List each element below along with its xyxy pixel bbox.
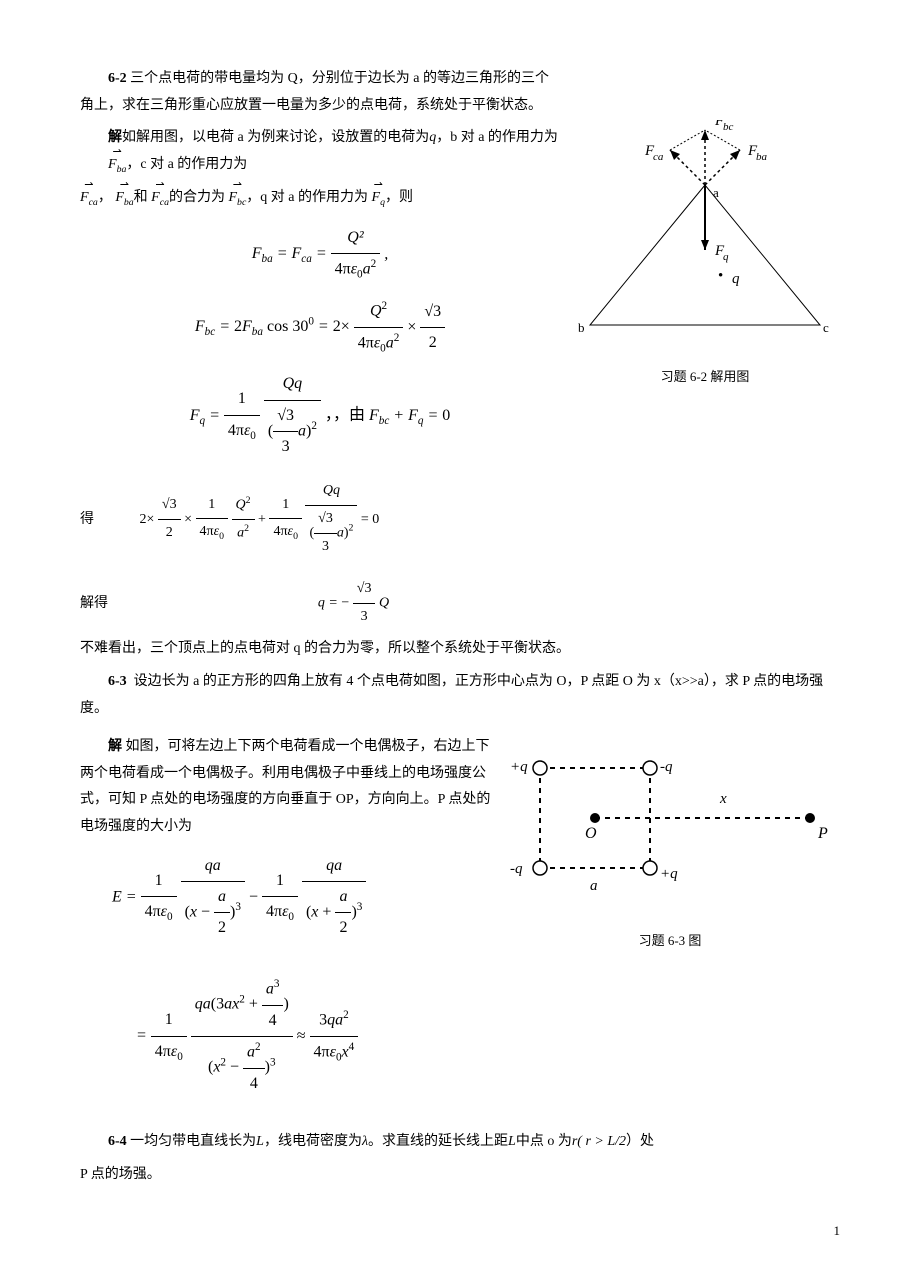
p64-statement: 6-4 一均匀带电直线长为L，线电荷密度为λ。求直线的延长线上距L中点 o 为r…	[80, 1129, 840, 1156]
svg-text:a: a	[590, 878, 598, 894]
svg-text:a: a	[713, 185, 719, 200]
problem-6-2: 6-2 三个点电荷的带电量均为 Q，分别位于边长为 a 的等边三角形的三个角上，…	[80, 60, 840, 472]
p62-statement: 6-2 三个点电荷的带电量均为 Q，分别位于边长为 a 的等边三角形的三个角上，…	[80, 66, 560, 119]
p62-figure-caption: 习题 6-2 解用图	[570, 365, 840, 390]
svg-text:q: q	[723, 251, 729, 263]
svg-text:ba: ba	[756, 151, 768, 163]
p63-solution: 解 如图，可将左边上下两个电荷看成一个电偶极子，右边上下两个电荷看成一个电偶极子…	[80, 734, 500, 840]
p63-statement: 6-3 设边长为 a 的正方形的四角上放有 4 个点电荷如图，正方形中心点为 O…	[80, 669, 840, 722]
svg-text:ca: ca	[653, 151, 664, 163]
p62-eq3: Fq = 14πε0 Qq(√33a)2 ，，由 Fbc + Fq = 0	[80, 369, 560, 462]
svg-text:P: P	[817, 825, 828, 842]
svg-text:q: q	[732, 271, 740, 287]
p62-de-line: 得 2× √32 × 14πε0 Q2a2 + 14πε0 Qq(√33a)2 …	[80, 478, 840, 560]
p63-figure-caption: 习题 6-3 图	[500, 929, 840, 954]
svg-text:-q: -q	[660, 759, 673, 775]
problem-6-3: 解 如图，可将左边上下两个电荷看成一个电偶极子，右边上下两个电荷看成一个电偶极子…	[80, 728, 840, 1109]
svg-text:b: b	[578, 320, 585, 335]
svg-text:O: O	[585, 825, 597, 842]
svg-text:x: x	[719, 791, 727, 807]
p64-line2: P 点的场强。	[80, 1162, 840, 1189]
problem-6-2-text: 6-2 三个点电荷的带电量均为 Q，分别位于边长为 a 的等边三角形的三个角上，…	[80, 60, 560, 472]
svg-text:-q: -q	[510, 861, 523, 877]
p62-heading: 6-2	[108, 71, 127, 86]
p63-heading: 6-3	[108, 674, 127, 689]
p62-conclusion: 不难看出，三个顶点上的点电荷对 q 的合力为零，所以整个系统处于平衡状态。	[80, 636, 840, 663]
p63-figure: +q -q -q +q O P x a 习题 6-3 图	[500, 738, 840, 953]
p63-text: 解 如图，可将左边上下两个电荷看成一个电偶极子，右边上下两个电荷看成一个电偶极子…	[80, 728, 500, 1109]
svg-text:+q: +q	[510, 759, 528, 775]
p62-figure: Fbc Fca Fba a Fq •q b c 习题 6-2 解用图	[570, 120, 840, 389]
square-dipole-diagram: +q -q -q +q O P x a	[500, 738, 840, 898]
svg-text:c: c	[823, 320, 829, 335]
triangle-diagram: Fbc Fca Fba a Fq •q b c	[570, 120, 840, 350]
p62-forces-line: Fca， Fba和 Fca的合力为 Fbc，q 对 a 的作用力为 Fq，则	[80, 185, 560, 212]
p64-heading: 6-4	[108, 1134, 127, 1149]
p62-jiede-line: 解得 q = − √33 Q	[80, 576, 840, 630]
p62-eq1: Fba = Fca = Q²4πε0a2 ,	[80, 223, 560, 286]
svg-text:bc: bc	[723, 121, 734, 133]
svg-text:+q: +q	[660, 866, 678, 882]
p62-solution-intro: 解如解用图，以电荷 a 为例来讨论，设放置的电荷为q，b 对 a 的作用力为Fb…	[80, 125, 560, 179]
p62-eq2: Fbc = 2Fba cos 300 = 2× Q24πε0a2 × √32	[80, 296, 560, 360]
p63-eqE: E = 14πε0 qa(x − a2)3 − 14πε0 qa(x + a2)…	[80, 851, 500, 1100]
page-number: 1	[80, 1219, 840, 1244]
svg-text:•: •	[718, 268, 723, 284]
